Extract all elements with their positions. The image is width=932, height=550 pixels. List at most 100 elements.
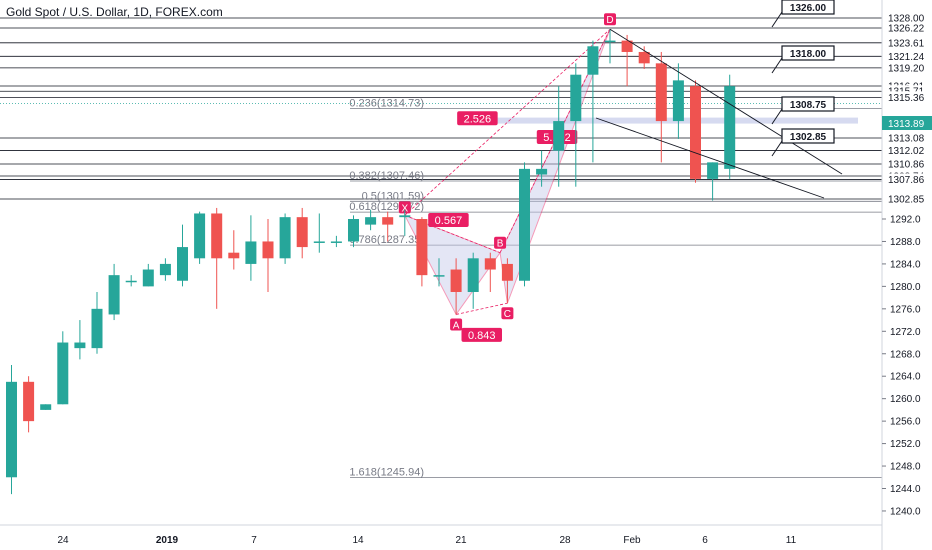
current-price-box (882, 116, 932, 130)
candle-body (91, 308, 103, 349)
pattern-ratio-box (428, 213, 469, 228)
candle-body (638, 51, 650, 64)
price-level-label: 1312.02 (888, 146, 925, 157)
fibonacci-levels: 0.236(1314.73) 0.382(1307.46) 0.5(1301.59)… (349, 97, 882, 479)
price-level-label: 1326.22 (888, 24, 925, 35)
pattern-ratio-label: 0.567 (435, 215, 463, 227)
pattern-point-a: A (453, 320, 460, 331)
price-tick-label: 1240.0 (890, 506, 921, 517)
candle-body (519, 168, 530, 281)
candle-body (6, 381, 17, 478)
time-tick-label: 7 (251, 535, 257, 546)
pattern-point-d-marker (604, 13, 616, 26)
candle-body (570, 74, 582, 122)
callout-box (781, 128, 835, 144)
price-label-box (883, 173, 931, 186)
price-label-box (883, 50, 931, 63)
candle-body (125, 280, 137, 283)
fib-label: 1.618(1245.94) (349, 467, 424, 479)
candle-body (177, 247, 188, 281)
fib-band (478, 117, 858, 124)
candle-body (433, 275, 445, 277)
callout-label: 1318.00 (790, 49, 827, 60)
candle-body (450, 269, 462, 292)
callout-box (781, 45, 835, 61)
callout-pointer (771, 108, 783, 125)
pattern-point-x: X (401, 203, 408, 214)
fib-label: 0.786(1287.35) (349, 234, 424, 246)
price-tick-label: 1284.0 (890, 259, 921, 270)
pattern-ratio-box (461, 327, 502, 342)
price-tick-label: 1252.0 (890, 439, 921, 450)
candle-body (724, 86, 736, 169)
candle-body (330, 241, 342, 243)
callout-pointer (771, 57, 783, 74)
price-tick-label: 1264.0 (890, 372, 921, 383)
time-tick-label: 14 (352, 535, 364, 546)
pattern-leg (456, 302, 508, 315)
candle-body (57, 342, 69, 405)
time-tick-label: 24 (57, 535, 69, 546)
pattern-point-x-marker (398, 201, 411, 214)
trendlines (595, 28, 843, 199)
price-label-box (883, 158, 931, 170)
callout-label: 1308.75 (790, 100, 827, 111)
candle-body (279, 217, 291, 259)
price-tick-label: 1260.0 (890, 394, 921, 405)
price-label-box (883, 36, 931, 49)
price-label-box (883, 61, 931, 74)
candle-body (23, 381, 35, 422)
time-tick-label: 21 (455, 535, 467, 546)
candle-body (296, 217, 308, 248)
callout-label: 1326.00 (790, 3, 827, 14)
price-tick-label: 1288.0 (890, 237, 921, 248)
candle-body (655, 63, 667, 122)
price-label-box (883, 12, 931, 25)
time-tick-label: 28 (559, 535, 571, 546)
candle-body (553, 121, 565, 151)
price-callouts: 1326.00 1318.00 1308.75 1302.85 (771, 0, 835, 157)
trendline-upper (609, 28, 843, 175)
candle-body (707, 162, 719, 179)
candle-body (604, 40, 616, 43)
fib-label: 0.236(1314.73) (349, 97, 424, 109)
candle-body (672, 80, 684, 122)
pattern-ratio-label: 2.526 (464, 113, 492, 125)
time-tick-label: 2019 (156, 535, 179, 546)
callout-box (781, 96, 835, 112)
price-label-box (883, 144, 931, 157)
candle-body (382, 217, 394, 225)
candle-body (399, 215, 411, 218)
price-tick-label: 1256.0 (890, 417, 921, 428)
candle-body (74, 342, 86, 349)
price-level-label: 1328.00 (888, 14, 925, 25)
candles (6, 29, 736, 495)
fib-label: 0.382(1307.46) (349, 170, 424, 182)
time-tick-label: 6 (702, 535, 708, 546)
candle-body (108, 275, 120, 315)
candle-body (621, 40, 633, 52)
callout-box (781, 0, 835, 15)
pattern-point-c: C (504, 309, 511, 320)
price-level-label: 1313.08 (888, 134, 925, 145)
pattern-point-b-marker (494, 236, 507, 249)
candle-body (587, 46, 599, 75)
current-price-label: 1313.89 (888, 119, 925, 130)
price-level-label: 1323.61 (888, 38, 925, 49)
price-label-box (883, 22, 931, 34)
candle-body (262, 241, 274, 259)
candle-body (484, 258, 496, 270)
callout-pointer (771, 11, 783, 28)
price-level-label: 1310.86 (888, 160, 925, 171)
pattern-leg (404, 28, 611, 216)
price-tick-label: 1248.0 (890, 462, 921, 473)
candle-body (365, 217, 377, 225)
pattern-ratio-label: 0.843 (468, 330, 496, 342)
candle-body (536, 168, 548, 175)
fib-label: 0.618(1295.72) (349, 201, 424, 213)
price-tick-label: 1244.0 (890, 484, 921, 495)
candle-body (159, 263, 171, 276)
price-level-label: 1302.85 (888, 195, 925, 206)
price-tick-label: 1272.0 (890, 327, 921, 338)
